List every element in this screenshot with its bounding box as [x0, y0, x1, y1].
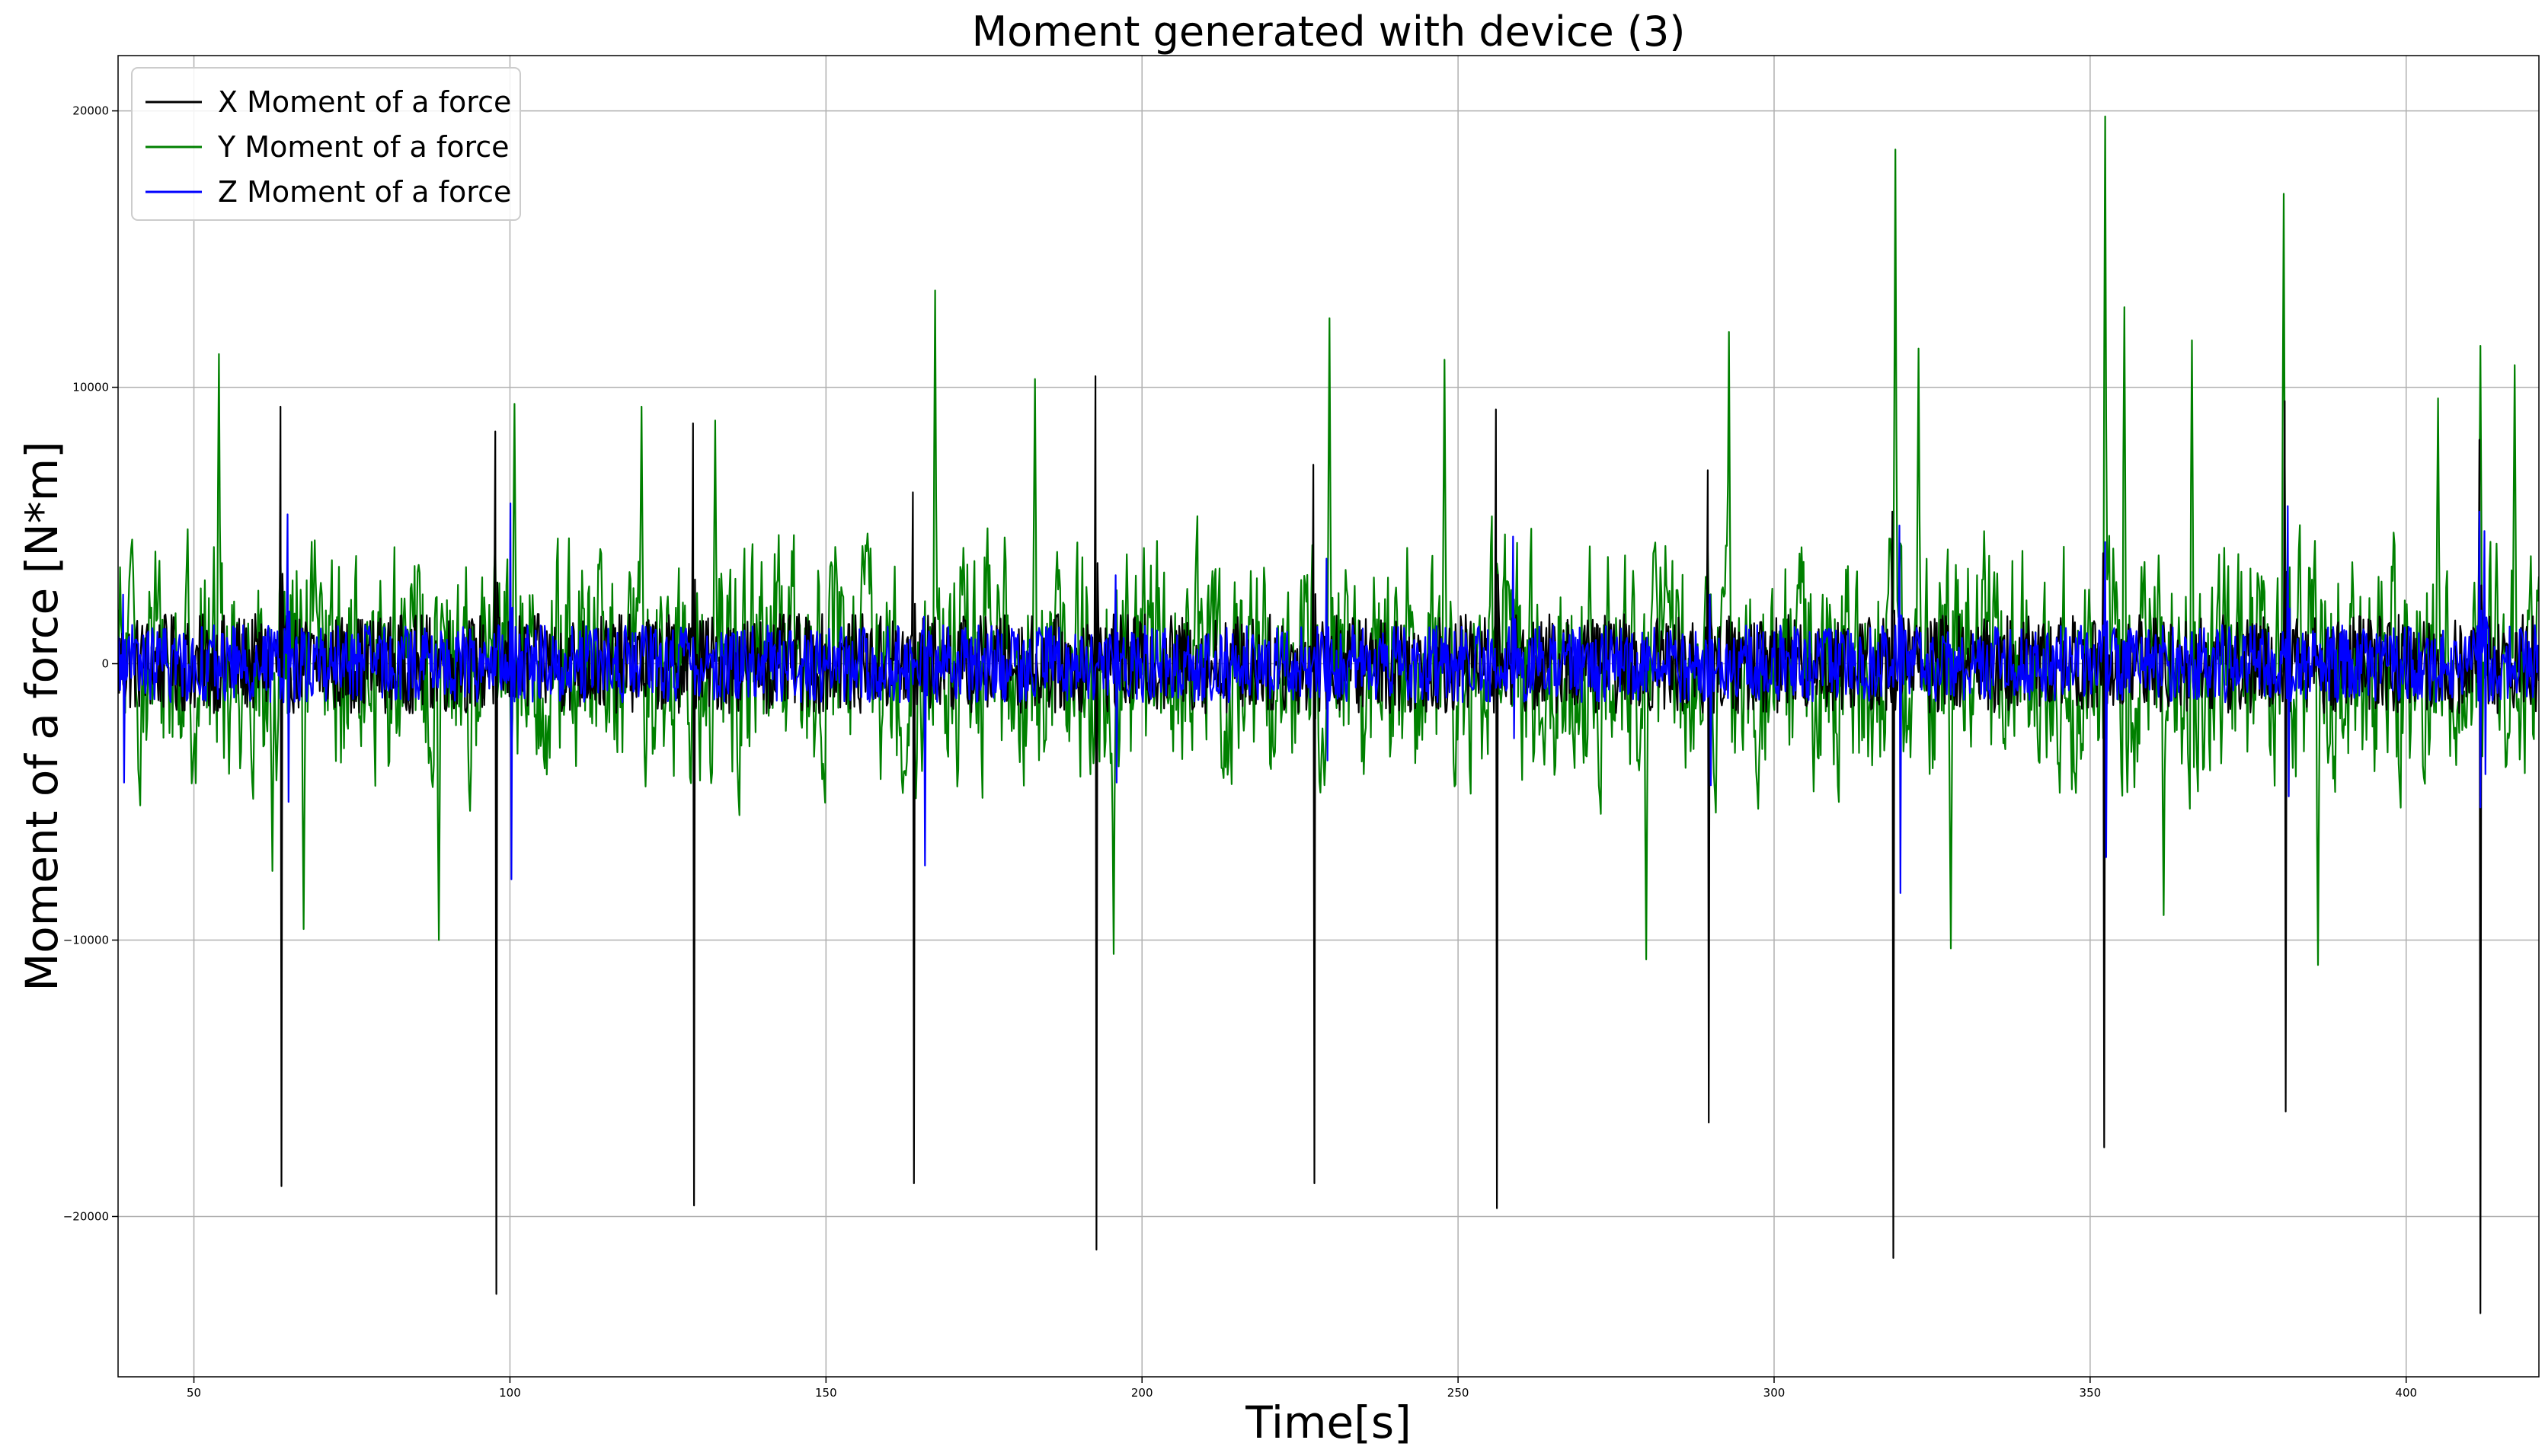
- y-tick-label: −20000: [63, 1209, 109, 1223]
- plot-frame: [117, 55, 2540, 1378]
- x-tick-label: 400: [2395, 1386, 2417, 1400]
- y-tick-label: 0: [101, 657, 109, 671]
- x-tick-label: 250: [1447, 1386, 1469, 1400]
- x-tick-label: 200: [1131, 1386, 1153, 1400]
- y-axis-label: Moment of a force [N*m]: [16, 441, 68, 991]
- legend-box: [131, 67, 521, 221]
- series-line-z-moment: [118, 502, 2539, 894]
- legend-label: Y Moment of a force: [217, 130, 510, 164]
- x-tick-label: 350: [2080, 1386, 2102, 1400]
- legend: X Moment of a force Y Moment of a force Z …: [131, 67, 521, 221]
- axis-ticks: 50 100 150 200 250 300 350 400 −20000 −10000 0 1000…: [63, 104, 2417, 1400]
- y-tick-label: 20000: [72, 104, 109, 118]
- y-tick-label: 10000: [72, 381, 109, 394]
- x-axis-label: Time[s]: [1245, 1397, 1411, 1448]
- legend-label: Z Moment of a force: [218, 175, 511, 209]
- series-line-y-moment: [118, 115, 2539, 966]
- x-tick-label: 300: [1763, 1386, 1786, 1400]
- x-tick-label: 50: [187, 1386, 201, 1400]
- series-layer: [118, 115, 2539, 1314]
- x-tick-label: 150: [815, 1386, 837, 1400]
- x-tick-label: 100: [499, 1386, 521, 1400]
- legend-label: X Moment of a force: [218, 85, 511, 119]
- chart-title: Moment generated with device (3): [972, 8, 1686, 56]
- y-tick-label: −10000: [63, 934, 109, 947]
